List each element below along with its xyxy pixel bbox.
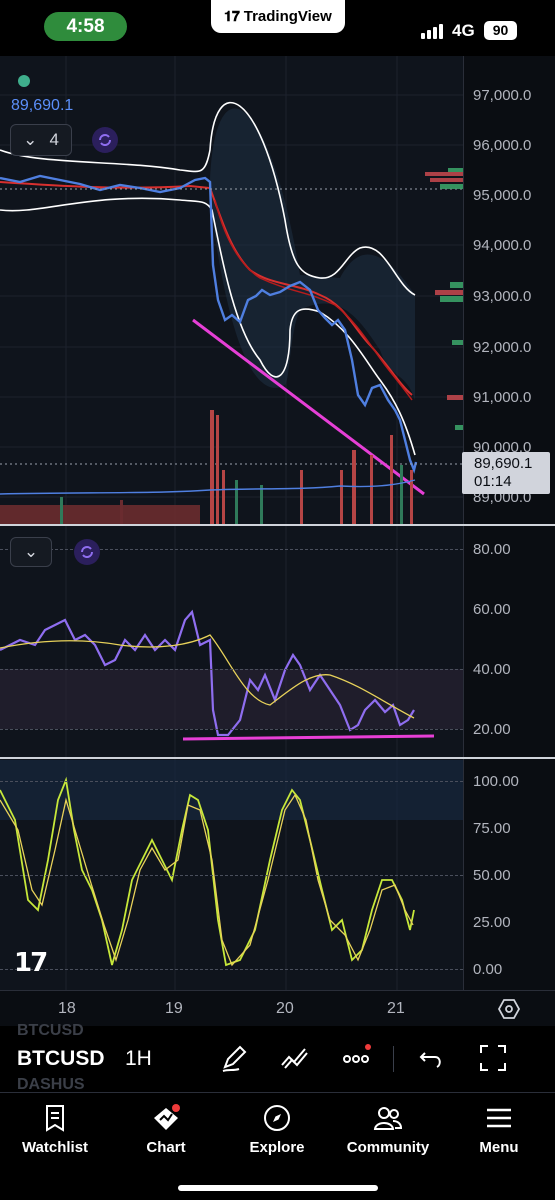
price-axis-label: 95,000.0 [473,187,532,204]
legend-price: 89,690.1 [11,97,74,114]
banner-text: TradingView [243,8,332,25]
symbol-ghost-top: BTCUSD [17,1022,84,1039]
rsi-line [0,609,415,737]
tradingview-watermark: 17 [14,948,48,978]
home-indicator[interactable] [178,1185,378,1191]
time-axis-label: 18 [58,1000,76,1017]
tab-explore[interactable]: Explore [222,1103,332,1156]
price-axis-label: 97,000.0 [473,87,532,104]
chevron-down-icon: ⌄ [23,542,39,561]
volume-ma-line [0,479,416,495]
status-time[interactable]: 4:58 [44,12,127,41]
undo-icon[interactable] [417,1043,447,1073]
rsi-40-line [0,669,463,670]
ema-red-2-line [214,199,413,401]
compass-icon [264,1105,290,1131]
people-icon [373,1107,403,1130]
bollinger-band-fill [210,108,415,401]
fullscreen-icon[interactable] [478,1043,508,1073]
price-axis-label: 96,000.0 [473,137,532,154]
more-options-icon[interactable] [341,1043,371,1073]
market-status-icon[interactable] [18,75,30,87]
bollinger-lower [0,197,416,456]
rsi-axis-label: 80.00 [473,541,511,558]
time-axis-label: 20 [276,1000,294,1017]
stoch-100-line [0,781,463,782]
network-type: 4G [452,21,475,40]
chart-icon [154,1104,180,1130]
price-scale[interactable] [463,56,555,990]
price-axis-label: 90,000.0 [473,439,532,456]
volume-profile [425,168,463,430]
tab-watchlist[interactable]: Watchlist [0,1103,110,1156]
rsi-20-line [0,729,463,730]
rsi-axis-label: 60.00 [473,601,511,618]
indicator-count: 4 [49,130,59,149]
price-candles [0,174,418,474]
stoch-axis-label: 25.00 [473,914,511,931]
time-axis-label: 21 [387,1000,405,1017]
chart-settings-icon[interactable] [497,997,521,1021]
status-bar: 4:58 𝟏𝟕 TradingView 4G 90 [0,0,555,56]
last-price-badge: 89,690.1 01:14 [462,452,550,494]
tv-logo-icon: 𝟏𝟕 [224,8,240,24]
tab-menu[interactable]: Menu [444,1103,554,1156]
tab-label: Menu [479,1139,519,1156]
stoch-axis-label: 0.00 [473,961,503,978]
price-axis-label: 94,000.0 [473,237,532,254]
tab-label: Community [346,1139,430,1156]
bar-countdown: 01:14 [474,473,512,490]
tab-community[interactable]: Community [333,1103,443,1156]
rsi-axis-label: 40.00 [473,661,511,678]
rsi-trend-line [182,734,435,741]
bottom-toolbar: BTCUSD DASHUS BTCUSD 1H [0,1022,555,1093]
rsi-axis-label: 20.00 [473,721,511,738]
tab-label: Watchlist [21,1139,89,1156]
stoch-50-line [0,875,463,876]
battery-icon: 90 [484,21,517,40]
rsi-80-line [0,549,463,550]
bollinger-upper [0,101,416,296]
tab-label: Explore [249,1139,305,1156]
indicator-legend-toggle[interactable]: ⌄ 4 [10,124,72,156]
time-axis[interactable]: 18 19 20 21 [0,990,555,1026]
last-price-value: 89,690.1 [474,455,533,472]
stoch-d-line [0,793,414,967]
signal-icon [421,24,443,39]
trend-line [192,318,425,496]
time-axis-label: 19 [165,1000,183,1017]
stoch-axis-label: 100.00 [473,773,519,790]
tab-chart[interactable]: Chart [111,1103,221,1156]
stoch-0-line [0,969,463,970]
pane-separator[interactable] [0,524,555,526]
rsi-ma-line [0,634,415,719]
toolbar-divider [393,1046,394,1072]
stoch-axis-label: 50.00 [473,867,511,884]
stoch-axis-label: 75.00 [473,820,511,837]
hamburger-icon [487,1108,511,1128]
volume-bars [0,410,413,525]
symbol-ghost-bottom: DASHUS [17,1076,85,1093]
timeframe-button[interactable]: 1H [125,1047,152,1070]
symbol-button[interactable]: BTCUSD [17,1047,105,1070]
tab-bar: Watchlist Chart Explore Community Menu [0,1092,555,1200]
bookmark-icon [46,1105,64,1132]
tab-label: Chart [146,1139,186,1156]
chart-drawing [0,56,463,990]
price-axis-label: 93,000.0 [473,288,532,305]
pane-separator[interactable] [0,757,555,759]
price-axis-label: 92,000.0 [473,339,532,356]
sync-icon[interactable] [74,539,100,565]
drawing-tools-icon[interactable] [279,1043,309,1073]
price-axis-label: 91,000.0 [473,389,532,406]
draw-pen-icon[interactable] [219,1043,249,1073]
tradingview-banner[interactable]: 𝟏𝟕 TradingView [211,0,345,33]
chevron-down-icon: ⌄ [23,130,38,149]
sync-icon[interactable] [92,127,118,153]
rsi-legend-toggle[interactable]: ⌄ [10,537,52,567]
